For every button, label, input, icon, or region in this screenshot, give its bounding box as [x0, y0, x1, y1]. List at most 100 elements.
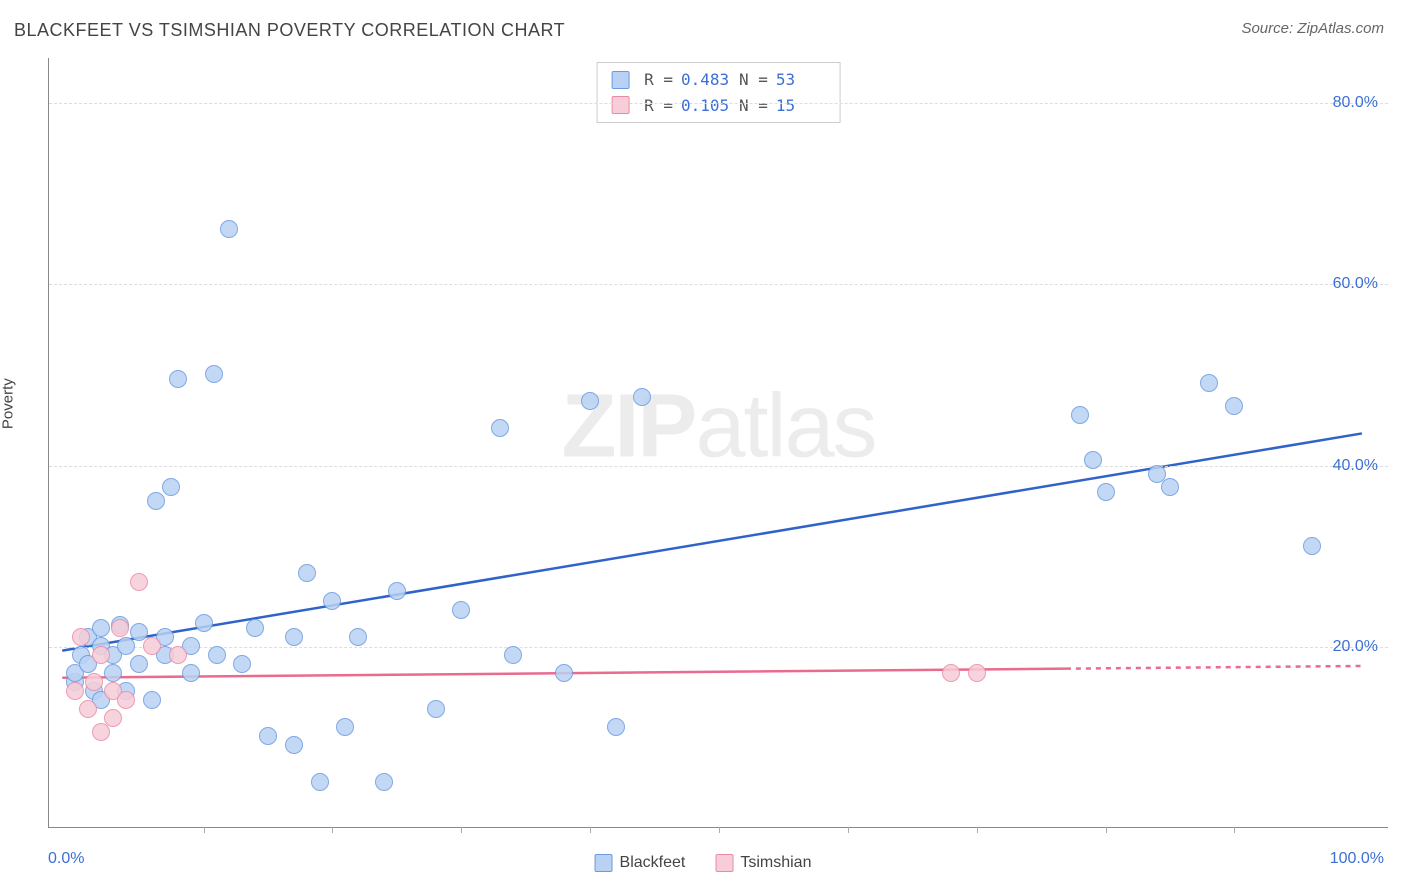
watermark: ZIPatlas [561, 376, 875, 479]
data-point [130, 573, 148, 591]
data-point [92, 646, 110, 664]
stat-n-label: N = [739, 67, 768, 93]
x-tick [332, 827, 333, 833]
data-point [72, 628, 90, 646]
stat-r-label: R = [644, 93, 673, 119]
data-point [111, 619, 129, 637]
stats-row: R = 0.105 N = 15 [611, 93, 826, 119]
gridline [49, 647, 1388, 648]
chart-title: BLACKFEET VS TSIMSHIAN POVERTY CORRELATI… [14, 20, 565, 41]
data-point [285, 628, 303, 646]
data-point [968, 664, 986, 682]
gridline [49, 103, 1388, 104]
series-legend: Blackfeet Tsimshian [595, 854, 812, 872]
stat-r-value: 0.483 [681, 67, 731, 93]
data-point [285, 736, 303, 754]
x-tick [461, 827, 462, 833]
data-point [104, 664, 122, 682]
data-point [298, 564, 316, 582]
data-point [427, 700, 445, 718]
trend-lines [49, 58, 1388, 827]
data-point [504, 646, 522, 664]
stats-legend: R = 0.483 N = 53 R = 0.105 N = 15 [596, 62, 841, 123]
chart-source: Source: ZipAtlas.com [1241, 20, 1384, 37]
data-point [162, 478, 180, 496]
data-point [92, 723, 110, 741]
swatch-icon [595, 854, 613, 872]
data-point [233, 655, 251, 673]
data-point [349, 628, 367, 646]
data-point [336, 718, 354, 736]
data-point [555, 664, 573, 682]
y-tick-label: 40.0% [1333, 457, 1378, 475]
data-point [942, 664, 960, 682]
data-point [311, 773, 329, 791]
x-tick [1234, 827, 1235, 833]
data-point [1303, 537, 1321, 555]
data-point [607, 718, 625, 736]
data-point [195, 614, 213, 632]
x-tick [848, 827, 849, 833]
swatch-icon [715, 854, 733, 872]
data-point [1200, 374, 1218, 392]
data-point [246, 619, 264, 637]
stat-r-label: R = [644, 67, 673, 93]
x-tick [590, 827, 591, 833]
data-point [130, 655, 148, 673]
data-point [323, 592, 341, 610]
data-point [92, 619, 110, 637]
x-tick [977, 827, 978, 833]
x-tick [1106, 827, 1107, 833]
stat-r-value: 0.105 [681, 93, 731, 119]
data-point [1097, 483, 1115, 501]
plot-area: ZIPatlas R = 0.483 N = 53 R = 0.105 N = 15 20.0… [48, 58, 1388, 828]
stat-n-value: 15 [776, 93, 826, 119]
stats-row: R = 0.483 N = 53 [611, 67, 826, 93]
data-point [452, 601, 470, 619]
data-point [143, 637, 161, 655]
gridline [49, 284, 1388, 285]
data-point [205, 365, 223, 383]
data-point [259, 727, 277, 745]
legend-label: Tsimshian [740, 854, 811, 871]
y-tick-label: 60.0% [1333, 275, 1378, 293]
data-point [66, 682, 84, 700]
stat-n-label: N = [739, 93, 768, 119]
data-point [633, 388, 651, 406]
legend-label: Blackfeet [620, 854, 686, 871]
data-point [79, 700, 97, 718]
data-point [1161, 478, 1179, 496]
gridline [49, 466, 1388, 467]
x-axis-min-label: 0.0% [48, 850, 84, 868]
data-point [169, 370, 187, 388]
data-point [117, 637, 135, 655]
data-point [85, 673, 103, 691]
data-point [117, 691, 135, 709]
y-tick-label: 20.0% [1333, 638, 1378, 656]
data-point [104, 709, 122, 727]
x-tick [204, 827, 205, 833]
data-point [169, 646, 187, 664]
data-point [143, 691, 161, 709]
data-point [182, 664, 200, 682]
y-tick-label: 80.0% [1333, 94, 1378, 112]
stat-n-value: 53 [776, 67, 826, 93]
data-point [1225, 397, 1243, 415]
data-point [220, 220, 238, 238]
swatch-icon [611, 71, 629, 89]
chart-container: BLACKFEET VS TSIMSHIAN POVERTY CORRELATI… [0, 0, 1406, 892]
data-point [1084, 451, 1102, 469]
swatch-icon [611, 96, 629, 114]
data-point [491, 419, 509, 437]
data-point [375, 773, 393, 791]
x-tick [719, 827, 720, 833]
x-axis-max-label: 100.0% [1330, 850, 1384, 868]
data-point [208, 646, 226, 664]
data-point [388, 582, 406, 600]
legend-item: Blackfeet [595, 854, 686, 872]
data-point [581, 392, 599, 410]
y-axis-label: Poverty [0, 378, 17, 429]
legend-item: Tsimshian [715, 854, 811, 872]
data-point [147, 492, 165, 510]
data-point [1071, 406, 1089, 424]
